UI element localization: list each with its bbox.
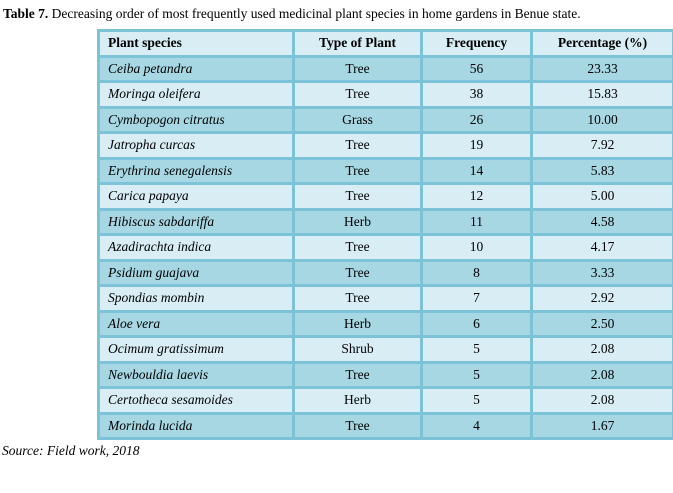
cell-frequency: 19: [420, 131, 533, 160]
table-row: Cymbopogon citratus Grass 26 10.00: [97, 105, 673, 134]
table-row: Newbouldia laevis Tree 5 2.08: [97, 360, 673, 389]
cell-plant-species: Spondias mombin: [97, 284, 295, 313]
cell-plant-species: Ocimum gratissimum: [97, 335, 295, 364]
table-row: Jatropha curcas Tree 19 7.92: [97, 131, 673, 160]
cell-percentage: 15.83: [530, 80, 673, 109]
table-row: Carica papaya Tree 12 5.00: [97, 182, 673, 211]
table-row: Ceiba petandra Tree 56 23.33: [97, 54, 673, 83]
cell-plant-species: Newbouldia laevis: [97, 360, 295, 389]
cell-type-of-plant: Tree: [292, 80, 423, 109]
cell-plant-species: Morinda lucida: [97, 411, 295, 440]
cell-frequency: 56: [420, 54, 533, 83]
cell-plant-species: Azadirachta indica: [97, 233, 295, 262]
cell-type-of-plant: Tree: [292, 258, 423, 287]
table-caption-number: Table 7.: [3, 6, 49, 21]
cell-frequency: 11: [420, 207, 533, 236]
cell-frequency: 7: [420, 284, 533, 313]
cell-percentage: 7.92: [530, 131, 673, 160]
table-row: Morinda lucida Tree 4 1.67: [97, 411, 673, 440]
column-header-type-of-plant: Type of Plant: [292, 29, 423, 58]
table-row: Ocimum gratissimum Shrub 5 2.08: [97, 335, 673, 364]
table-caption: Table 7. Decreasing order of most freque…: [3, 5, 673, 22]
cell-plant-species: Certotheca sesamoides: [97, 386, 295, 415]
cell-frequency: 8: [420, 258, 533, 287]
cell-frequency: 14: [420, 156, 533, 185]
cell-type-of-plant: Grass: [292, 105, 423, 134]
table-header-row: Plant species Type of Plant Frequency Pe…: [97, 29, 673, 58]
cell-frequency: 38: [420, 80, 533, 109]
cell-percentage: 2.08: [530, 335, 673, 364]
table-row: Spondias mombin Tree 7 2.92: [97, 284, 673, 313]
cell-type-of-plant: Tree: [292, 284, 423, 313]
cell-type-of-plant: Tree: [292, 233, 423, 262]
cell-type-of-plant: Tree: [292, 156, 423, 185]
table-row: Moringa oleifera Tree 38 15.83: [97, 80, 673, 109]
table-row: Hibiscus sabdariffa Herb 11 4.58: [97, 207, 673, 236]
cell-percentage: 1.67: [530, 411, 673, 440]
medicinal-plants-table: Plant species Type of Plant Frequency Pe…: [97, 29, 673, 440]
cell-plant-species: Erythrina senegalensis: [97, 156, 295, 185]
cell-percentage: 4.58: [530, 207, 673, 236]
cell-plant-species: Ceiba petandra: [97, 54, 295, 83]
cell-percentage: 5.83: [530, 156, 673, 185]
cell-percentage: 2.92: [530, 284, 673, 313]
table-body: Ceiba petandra Tree 56 23.33 Moringa ole…: [97, 54, 673, 440]
cell-frequency: 6: [420, 309, 533, 338]
table-row: Erythrina senegalensis Tree 14 5.83: [97, 156, 673, 185]
cell-plant-species: Hibiscus sabdariffa: [97, 207, 295, 236]
column-header-frequency: Frequency: [420, 29, 533, 58]
cell-type-of-plant: Herb: [292, 207, 423, 236]
cell-type-of-plant: Tree: [292, 131, 423, 160]
cell-frequency: 12: [420, 182, 533, 211]
table-row: Psidium guajava Tree 8 3.33: [97, 258, 673, 287]
cell-frequency: 26: [420, 105, 533, 134]
cell-percentage: 2.50: [530, 309, 673, 338]
cell-percentage: 5.00: [530, 182, 673, 211]
cell-type-of-plant: Tree: [292, 360, 423, 389]
column-header-plant-species: Plant species: [97, 29, 295, 58]
table-caption-text: Decreasing order of most frequently used…: [48, 6, 581, 21]
cell-type-of-plant: Tree: [292, 182, 423, 211]
cell-frequency: 5: [420, 360, 533, 389]
cell-percentage: 4.17: [530, 233, 673, 262]
cell-plant-species: Psidium guajava: [97, 258, 295, 287]
cell-type-of-plant: Herb: [292, 386, 423, 415]
cell-percentage: 10.00: [530, 105, 673, 134]
cell-type-of-plant: Shrub: [292, 335, 423, 364]
cell-plant-species: Moringa oleifera: [97, 80, 295, 109]
cell-type-of-plant: Tree: [292, 54, 423, 83]
cell-frequency: 4: [420, 411, 533, 440]
cell-type-of-plant: Herb: [292, 309, 423, 338]
cell-frequency: 10: [420, 233, 533, 262]
cell-frequency: 5: [420, 386, 533, 415]
cell-plant-species: Cymbopogon citratus: [97, 105, 295, 134]
column-header-percentage: Percentage (%): [530, 29, 673, 58]
cell-percentage: 23.33: [530, 54, 673, 83]
cell-plant-species: Jatropha curcas: [97, 131, 295, 160]
cell-frequency: 5: [420, 335, 533, 364]
cell-percentage: 2.08: [530, 386, 673, 415]
table-row: Azadirachta indica Tree 10 4.17: [97, 233, 673, 262]
source-note: Source: Field work, 2018: [2, 443, 140, 458]
cell-plant-species: Aloe vera: [97, 309, 295, 338]
table-row: Certotheca sesamoides Herb 5 2.08: [97, 386, 673, 415]
page: Table 7. Decreasing order of most freque…: [0, 5, 673, 459]
cell-percentage: 2.08: [530, 360, 673, 389]
cell-type-of-plant: Tree: [292, 411, 423, 440]
table-row: Aloe vera Herb 6 2.50: [97, 309, 673, 338]
cell-plant-species: Carica papaya: [97, 182, 295, 211]
cell-percentage: 3.33: [530, 258, 673, 287]
